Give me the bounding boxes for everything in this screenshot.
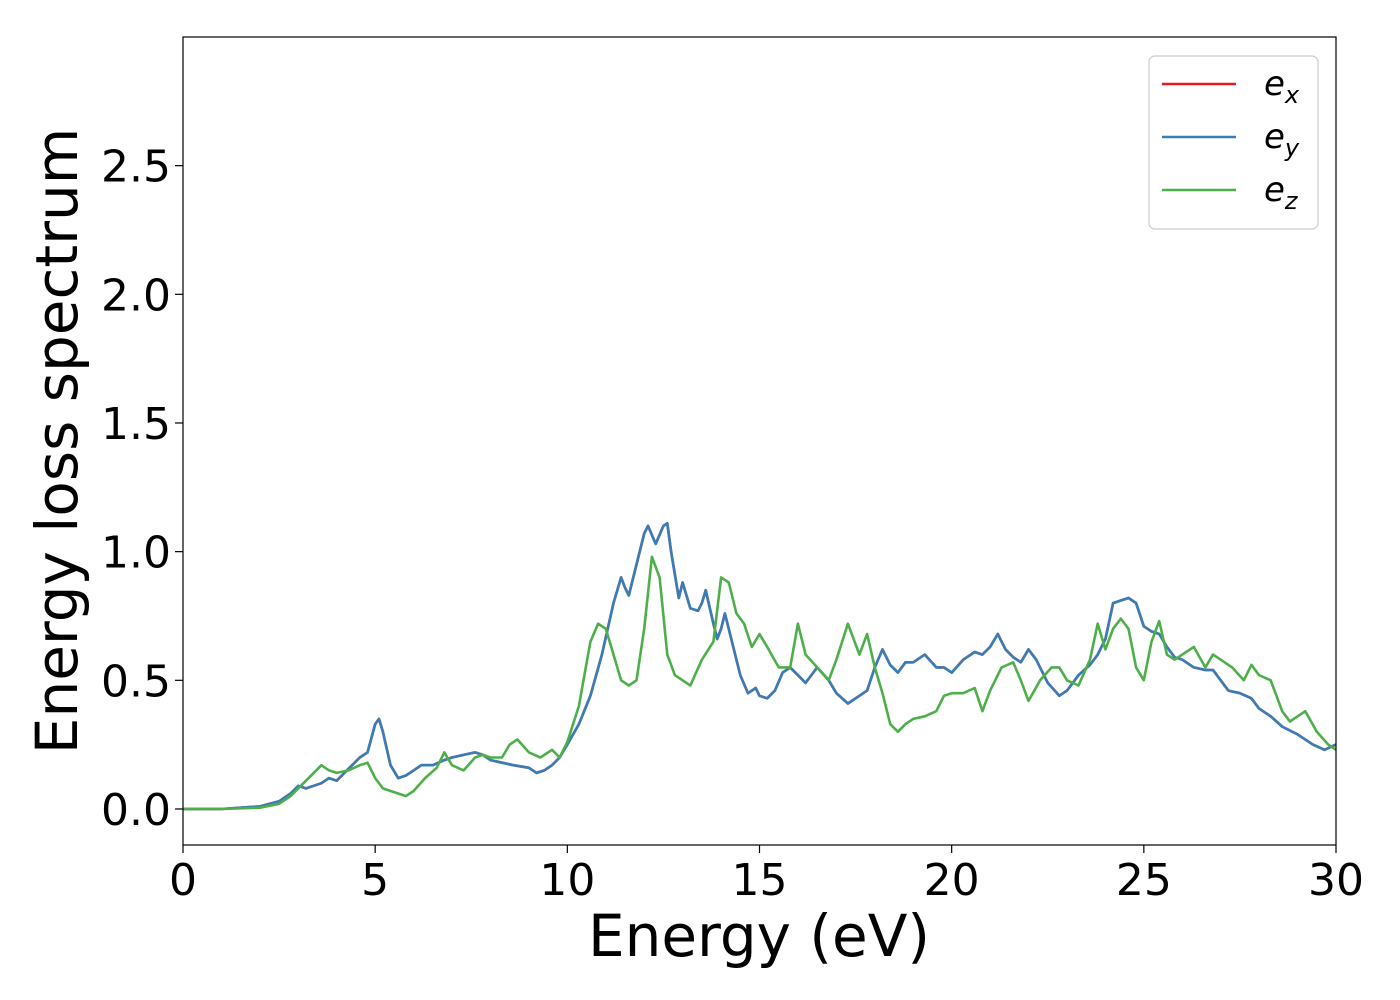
- y-tick-label: 2.5: [101, 142, 171, 193]
- y-tick-label: 1.0: [101, 528, 171, 579]
- y-axis-ticks: 0.0 0.5 1.0 1.5 2.0 2.5: [101, 142, 183, 836]
- series-line-e_z: [183, 555, 1337, 811]
- legend-label-e_z: ez: [1264, 170, 1299, 215]
- x-tick-label: 25: [1116, 855, 1172, 906]
- x-tick-label: 5: [361, 855, 389, 906]
- legend-label-e_x: ex: [1264, 64, 1300, 109]
- x-tick-label: 15: [732, 855, 788, 906]
- legend: ex ey ez: [1148, 55, 1319, 230]
- y-tick-label: 2.0: [101, 270, 171, 321]
- x-tick-label: 10: [539, 855, 595, 906]
- x-tick-label: 20: [924, 855, 980, 906]
- x-axis-ticks: 0 5 10 15 20 25 30: [169, 845, 1364, 906]
- y-axis-title: Energy loss spectrum: [23, 128, 91, 754]
- y-tick-label: 1.5: [101, 399, 171, 450]
- x-tick-label: 30: [1308, 855, 1364, 906]
- series-line-e_y: [183, 522, 1337, 811]
- y-tick-label: 0.5: [101, 656, 171, 707]
- legend-label-e_y: ey: [1264, 117, 1300, 162]
- y-tick-label: 0.0: [101, 785, 171, 836]
- x-tick-label: 0: [169, 855, 197, 906]
- plot-lines: [183, 522, 1337, 811]
- x-axis-title: Energy (eV): [588, 902, 930, 970]
- legend-box: [1148, 55, 1319, 230]
